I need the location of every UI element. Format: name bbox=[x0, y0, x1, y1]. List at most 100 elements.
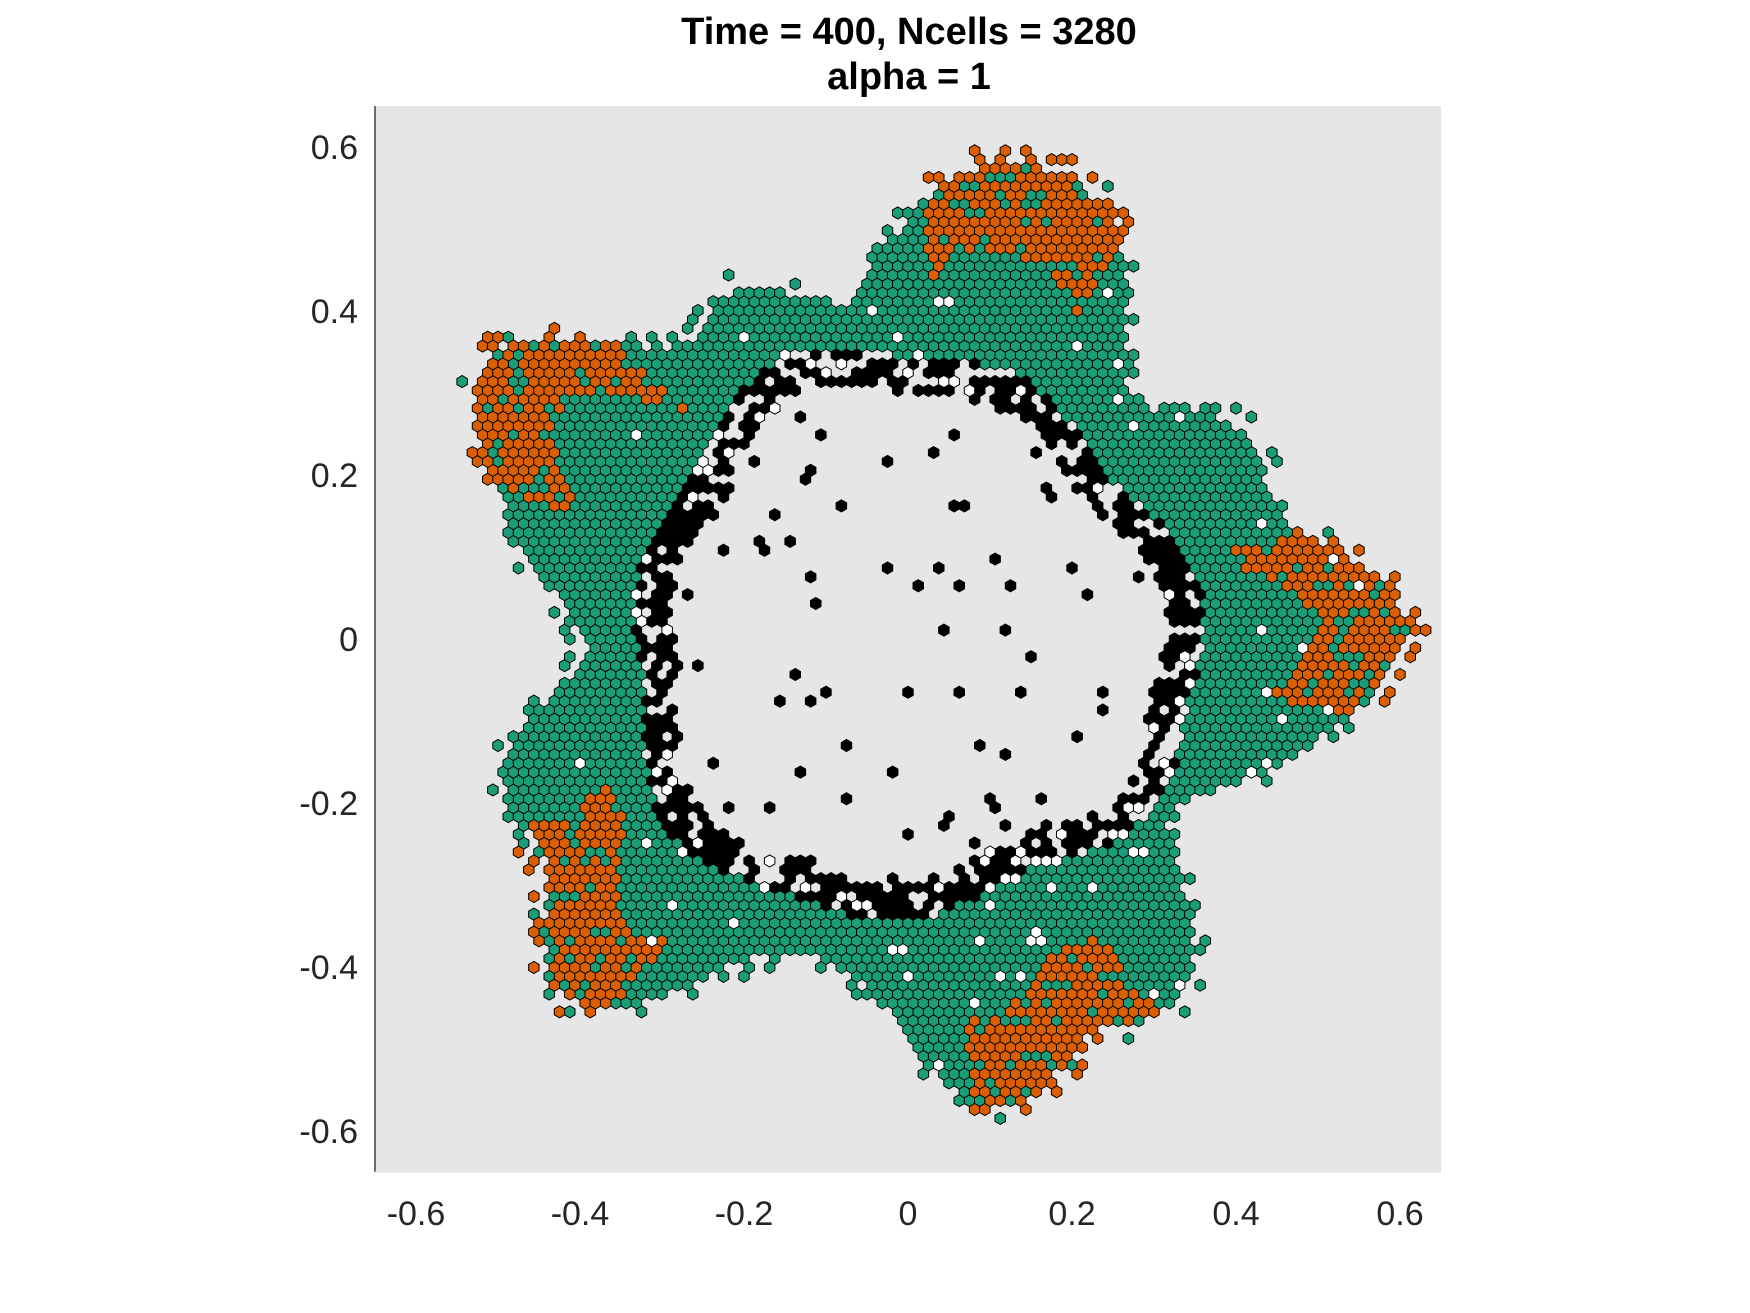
cell-marker bbox=[1035, 1058, 1047, 1072]
cell-marker bbox=[1394, 667, 1406, 682]
cell-marker bbox=[774, 694, 786, 708]
x-tick-label: 0.2 bbox=[1048, 1195, 1095, 1233]
x-tick-label: 0.6 bbox=[1376, 1195, 1423, 1233]
cell-marker bbox=[1127, 259, 1140, 273]
cell-marker bbox=[794, 765, 807, 779]
cell-marker bbox=[902, 206, 914, 220]
cell-marker bbox=[646, 383, 658, 398]
cell-marker bbox=[717, 827, 730, 841]
cell-marker bbox=[1071, 303, 1083, 318]
cell-marker bbox=[902, 685, 914, 699]
cell-marker bbox=[687, 490, 699, 504]
cell-marker bbox=[717, 543, 730, 557]
x-tick-label: 0 bbox=[899, 1195, 918, 1233]
cell-marker bbox=[927, 357, 940, 371]
cell-marker bbox=[1056, 987, 1068, 1001]
cell-marker bbox=[517, 339, 530, 353]
cell-marker bbox=[758, 880, 771, 895]
cell-marker bbox=[676, 401, 689, 415]
cell-marker bbox=[548, 818, 561, 832]
cell-marker bbox=[948, 357, 960, 371]
cell-marker bbox=[1220, 419, 1232, 433]
cell-marker bbox=[1189, 632, 1201, 646]
cell-marker bbox=[558, 339, 571, 353]
cell-marker bbox=[692, 659, 704, 673]
cell-marker bbox=[881, 454, 894, 469]
cell-marker bbox=[666, 898, 678, 912]
cell-marker bbox=[533, 490, 545, 504]
cell-marker bbox=[948, 428, 960, 442]
cell-marker bbox=[820, 295, 832, 309]
cell-marker bbox=[1122, 1031, 1135, 1046]
cell-marker bbox=[794, 854, 807, 868]
cell-marker bbox=[589, 854, 602, 868]
cell-marker bbox=[1276, 499, 1288, 513]
cell-marker bbox=[676, 845, 689, 859]
cell-marker bbox=[1081, 588, 1094, 602]
cell-marker bbox=[492, 738, 504, 753]
cell-marker bbox=[722, 446, 735, 460]
cell-marker bbox=[697, 454, 709, 469]
cell-marker bbox=[820, 685, 832, 699]
cell-marker bbox=[681, 783, 694, 797]
cell-marker bbox=[640, 712, 653, 726]
cell-marker bbox=[1291, 525, 1304, 540]
cell-marker bbox=[1394, 632, 1406, 646]
cell-marker bbox=[999, 144, 1012, 158]
cell-marker bbox=[912, 880, 924, 895]
cell-marker bbox=[507, 730, 520, 744]
cell-marker bbox=[1050, 268, 1063, 282]
cell-marker bbox=[1153, 676, 1165, 690]
cell-marker bbox=[968, 357, 981, 371]
cell-marker bbox=[1050, 854, 1063, 868]
cell-marker bbox=[1056, 153, 1068, 167]
cell-marker bbox=[886, 357, 899, 371]
cell-marker bbox=[933, 170, 945, 184]
cell-marker bbox=[548, 321, 561, 335]
cell-marker bbox=[1071, 428, 1083, 442]
cell-marker bbox=[810, 295, 822, 309]
y-tick-label: -0.6 bbox=[299, 1113, 358, 1151]
cell-layer bbox=[456, 144, 1432, 1125]
cell-marker bbox=[512, 845, 525, 859]
cell-marker bbox=[1071, 943, 1083, 957]
cell-marker bbox=[968, 215, 981, 229]
cell-marker bbox=[963, 188, 976, 202]
cell-marker bbox=[692, 801, 704, 815]
cell-marker bbox=[769, 401, 781, 415]
cell-marker bbox=[902, 366, 914, 380]
cell-marker bbox=[922, 170, 935, 184]
cell-marker bbox=[1230, 401, 1242, 415]
cell-marker bbox=[1066, 153, 1078, 167]
cell-marker bbox=[912, 348, 924, 362]
cell-marker bbox=[1009, 872, 1022, 886]
cell-marker bbox=[1389, 570, 1401, 584]
cell-marker bbox=[1148, 987, 1160, 1001]
cell-marker bbox=[938, 623, 950, 637]
cell-marker bbox=[553, 898, 566, 912]
cell-marker bbox=[1020, 144, 1032, 158]
cell-marker bbox=[815, 872, 827, 886]
cell-marker bbox=[1173, 410, 1186, 424]
cell-marker bbox=[902, 969, 914, 983]
cell-marker bbox=[1173, 694, 1186, 708]
cell-marker bbox=[1112, 392, 1124, 406]
cell-marker bbox=[528, 960, 540, 975]
cell-marker bbox=[456, 374, 468, 389]
cell-marker bbox=[564, 1005, 576, 1019]
cell-marker bbox=[943, 809, 955, 824]
cell-marker bbox=[1296, 641, 1309, 655]
cell-marker bbox=[963, 170, 976, 184]
cell-marker bbox=[1071, 339, 1083, 353]
y-tick-label: 0.4 bbox=[311, 293, 358, 331]
cell-marker bbox=[1081, 446, 1094, 460]
cell-marker bbox=[933, 1058, 945, 1072]
cell-marker bbox=[1015, 383, 1027, 398]
cell-marker bbox=[1127, 348, 1140, 362]
chart-title-line-2: alpha = 1 bbox=[827, 56, 991, 98]
cell-marker bbox=[948, 374, 960, 389]
cell-marker bbox=[799, 295, 812, 309]
cell-marker bbox=[707, 756, 719, 770]
cell-marker bbox=[733, 836, 745, 850]
cell-marker bbox=[902, 827, 914, 841]
